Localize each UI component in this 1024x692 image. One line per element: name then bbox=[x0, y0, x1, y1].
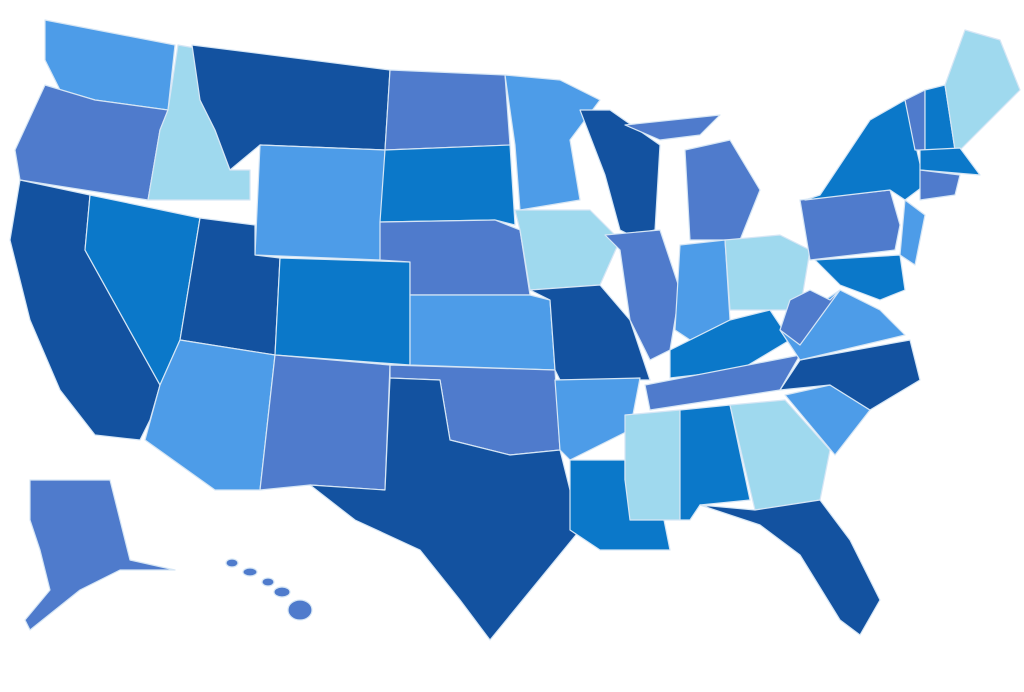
state-nj[interactable] bbox=[899, 199, 926, 266]
state-ms[interactable] bbox=[624, 409, 681, 521]
state-nd[interactable] bbox=[384, 69, 511, 151]
state-ar[interactable] bbox=[554, 377, 641, 461]
state-co[interactable] bbox=[274, 257, 411, 366]
state-sd[interactable] bbox=[379, 144, 516, 226]
state-pa[interactable] bbox=[799, 189, 901, 261]
state-me[interactable] bbox=[944, 29, 1021, 151]
state-hi[interactable] bbox=[242, 567, 258, 577]
state-ak[interactable] bbox=[24, 479, 176, 631]
state-nc[interactable] bbox=[779, 339, 921, 411]
state-md[interactable] bbox=[814, 254, 906, 301]
state-hi[interactable] bbox=[287, 599, 313, 621]
state-wv[interactable] bbox=[779, 289, 841, 346]
state-tx[interactable] bbox=[309, 377, 581, 641]
state-ma[interactable] bbox=[919, 147, 981, 176]
state-ny[interactable] bbox=[804, 99, 926, 201]
state-mn[interactable] bbox=[504, 74, 601, 211]
state-hi[interactable] bbox=[261, 577, 275, 587]
state-mi[interactable] bbox=[684, 139, 761, 241]
state-ct[interactable] bbox=[919, 169, 961, 201]
state-ks[interactable] bbox=[409, 294, 556, 371]
state-hi[interactable] bbox=[273, 586, 291, 598]
state-ga[interactable] bbox=[729, 399, 831, 511]
state-nm[interactable] bbox=[259, 354, 391, 491]
state-mi[interactable] bbox=[624, 114, 721, 141]
state-il[interactable] bbox=[604, 229, 681, 361]
state-wy[interactable] bbox=[254, 144, 386, 261]
state-va[interactable] bbox=[779, 289, 906, 361]
state-fl[interactable] bbox=[699, 499, 881, 636]
state-hi[interactable] bbox=[225, 558, 239, 568]
state-ia[interactable] bbox=[514, 209, 621, 291]
